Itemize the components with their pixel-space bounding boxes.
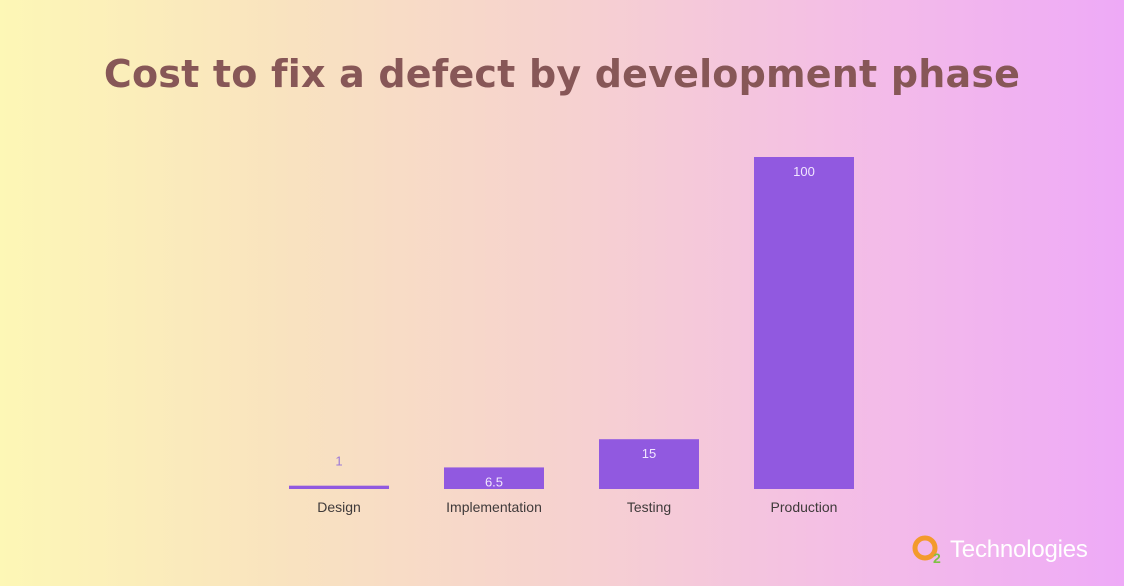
o2-logo-icon: 2: [912, 533, 946, 567]
category-label-production: Production: [771, 499, 838, 515]
bar-implementation: [444, 467, 544, 489]
bar-design: [289, 485, 389, 489]
value-label-design: 1: [335, 454, 342, 469]
category-label-design: Design: [317, 499, 361, 515]
bar-testing: [599, 439, 699, 489]
bar-production: [754, 157, 854, 489]
logo-text: Technologies: [950, 536, 1088, 563]
value-label-production: 100: [793, 164, 815, 179]
logo-mark-letter: 2: [933, 550, 941, 566]
category-label-implementation: Implementation: [446, 499, 542, 515]
category-label-testing: Testing: [627, 499, 671, 515]
value-label-implementation: 6.5: [485, 474, 503, 489]
value-label-testing: 15: [642, 446, 656, 461]
company-logo: 2 Technologies: [912, 532, 1088, 568]
chart-title: Cost to fix a defect by development phas…: [103, 52, 1021, 96]
